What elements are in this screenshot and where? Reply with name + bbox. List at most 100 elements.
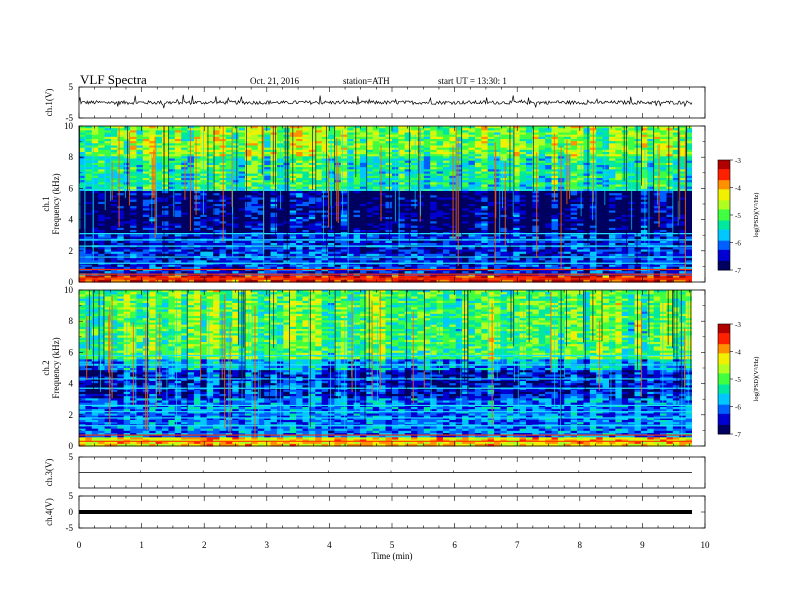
spectrogram-cell xyxy=(449,126,457,129)
spectrogram-cell xyxy=(79,143,86,147)
spectrogram-cell xyxy=(110,156,118,160)
spectrogram-cell xyxy=(442,136,450,140)
spectrogram-cell xyxy=(359,152,367,155)
spectrogram-cell xyxy=(85,158,93,162)
spectrogram-cell xyxy=(130,143,138,147)
spectrogram-cell xyxy=(366,141,374,144)
spectrogram-cell xyxy=(85,130,93,134)
spectrogram-cell xyxy=(85,143,93,147)
spectrogram-cell xyxy=(615,145,623,149)
spectrogram-cell xyxy=(372,139,380,142)
spectrogram-cell xyxy=(481,126,489,129)
spectrogram-cell xyxy=(110,136,118,140)
spectrogram-cell xyxy=(130,149,138,153)
spectrogram-cell xyxy=(525,132,533,136)
spectrogram-cell xyxy=(181,154,189,157)
spectrogram-cell xyxy=(334,145,342,149)
spectrogram-cell xyxy=(679,128,687,131)
spectrogram-cell xyxy=(532,158,540,162)
spectrogram-cell xyxy=(232,130,240,134)
spectrogram-cell xyxy=(366,154,374,157)
spectrogram-cell xyxy=(334,149,342,153)
spectrogram-cell xyxy=(481,136,489,140)
spectrogram-cell xyxy=(149,132,157,136)
spectrogram-cell xyxy=(181,130,189,134)
spectrogram-cell xyxy=(570,156,578,160)
spectrogram-cell xyxy=(142,143,150,147)
spectrogram-cell xyxy=(442,154,450,157)
spectrogram-cell xyxy=(640,132,648,136)
spectrogram-cell xyxy=(557,136,565,140)
spectrogram-cell xyxy=(685,130,693,134)
spectrogram-cell xyxy=(532,149,540,153)
spectrogram-cell xyxy=(91,126,99,129)
spectrogram-cell xyxy=(494,134,502,138)
spectrogram-cell xyxy=(417,145,425,149)
spectrogram-cell xyxy=(494,136,502,140)
spectrogram-cell xyxy=(557,126,565,129)
spectrogram-cell xyxy=(206,130,214,134)
spectrogram-cell xyxy=(257,147,265,151)
spectrogram-cell xyxy=(564,132,572,136)
spectrogram-cell xyxy=(168,152,176,155)
spectrogram-cell xyxy=(372,145,380,149)
spectrogram-cell xyxy=(602,152,610,155)
spectrogram-cell xyxy=(545,143,553,147)
spectrogram-cell xyxy=(321,147,329,151)
spectrogram-cell xyxy=(353,134,361,138)
spectrogram-cell xyxy=(91,156,99,160)
spectrogram-cell xyxy=(487,149,495,153)
spectrogram-cell xyxy=(142,149,150,153)
spectrogram-cell xyxy=(608,132,616,136)
spectrogram-cell xyxy=(500,154,508,157)
spectrogram-cell xyxy=(353,128,361,131)
spectrogram-cell xyxy=(168,130,176,134)
spectrogram-cell xyxy=(257,139,265,142)
spectrogram-cell xyxy=(628,132,636,136)
spectrogram-cell xyxy=(206,147,214,151)
spectrogram-cell xyxy=(653,126,661,129)
spectrogram-cell xyxy=(187,126,195,129)
spectrogram-cell xyxy=(117,147,125,151)
spectrogram-cell xyxy=(481,152,489,155)
spectrogram-cell xyxy=(525,139,533,142)
spectrogram-cell xyxy=(174,149,182,153)
spectrogram-cell xyxy=(481,147,489,151)
spectrogram-cell xyxy=(685,139,693,142)
spectrogram-cell xyxy=(347,130,355,134)
spectrogram-cell xyxy=(474,141,482,144)
spectrogram-cell xyxy=(653,128,661,131)
spectrogram-cell xyxy=(423,134,431,138)
spectrogram-cell xyxy=(136,139,144,142)
spectrogram-cell xyxy=(347,139,355,142)
spectrogram-cell xyxy=(149,152,157,155)
spectrogram-cell xyxy=(168,158,176,162)
spectrogram-cell xyxy=(577,149,585,153)
spectrogram-cell xyxy=(85,139,93,142)
spectrogram-cell xyxy=(442,147,450,151)
spectrogram-cell xyxy=(257,141,265,144)
spectrogram-cell xyxy=(110,132,118,136)
spectrogram-cell xyxy=(615,152,623,155)
spectrogram-cell xyxy=(296,154,304,157)
spectrogram-cell xyxy=(142,130,150,134)
spectrogram-cell xyxy=(187,139,195,142)
spectrogram-cell xyxy=(404,143,412,147)
spectrogram-cell xyxy=(238,152,246,155)
spectrogram-cell xyxy=(436,154,444,157)
spectrogram-cell xyxy=(596,152,604,155)
spectrogram-cell xyxy=(494,126,502,129)
spectrogram-cell xyxy=(685,136,693,140)
spectrogram-cell xyxy=(359,132,367,136)
spectrogram-cell xyxy=(98,139,106,142)
spectrogram-cell xyxy=(315,156,323,160)
spectrogram-cell xyxy=(110,126,118,129)
spectrogram-cell xyxy=(174,158,182,162)
spectrogram-cell xyxy=(334,126,342,129)
spectrogram-cell xyxy=(238,134,246,138)
spectrogram-cell xyxy=(577,145,585,149)
spectrogram-cell xyxy=(200,128,208,131)
spectrogram-cell xyxy=(366,139,374,142)
spectrogram-cell xyxy=(685,147,693,151)
